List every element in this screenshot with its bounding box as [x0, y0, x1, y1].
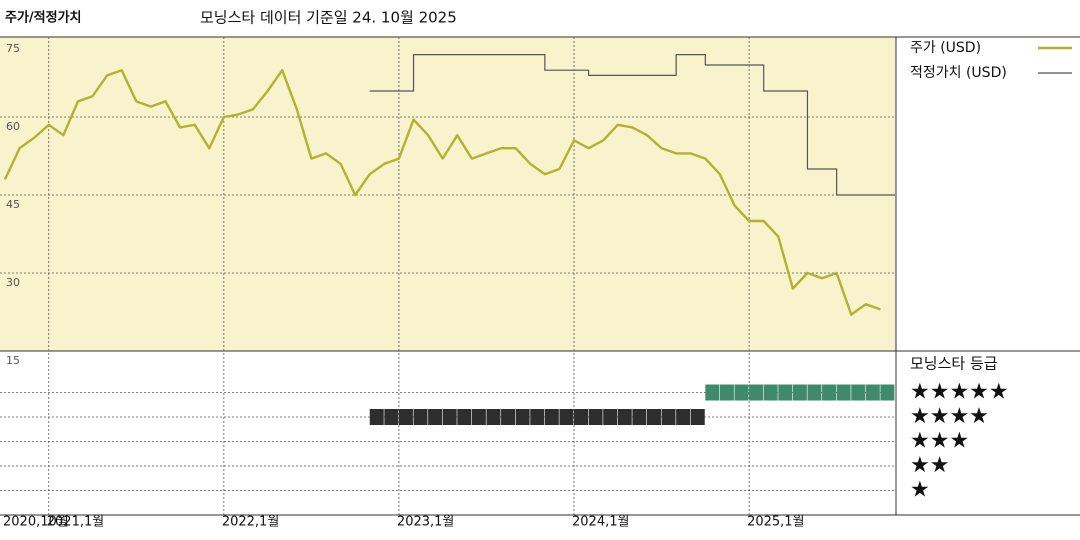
rating-bar — [807, 384, 822, 401]
rating-legend: ★★ — [910, 453, 949, 478]
x-tick-label: 2024,1월 — [572, 515, 629, 530]
rating-bar — [880, 384, 895, 401]
rating-bar — [763, 384, 778, 401]
rating-title: 모닝스타 등급 — [910, 355, 998, 373]
x-tick-label: 2023,1월 — [397, 515, 454, 530]
x-tick-label: 2022,1월 — [222, 515, 279, 530]
x-tick-label: 2020,10월 — [3, 515, 69, 530]
rating-bar — [530, 409, 545, 425]
series-line — [3, 69, 881, 316]
y-tick-label: 30 — [6, 276, 20, 289]
rating-bar — [588, 409, 603, 425]
rating-bar — [398, 409, 413, 425]
rating-bar — [646, 409, 661, 425]
rating-bar — [428, 409, 443, 425]
rating-bar — [778, 384, 793, 401]
rating-bar — [822, 384, 837, 401]
rating-bar — [369, 409, 384, 425]
rating-bar — [574, 409, 589, 425]
rating-legend: ★★★ — [910, 429, 969, 454]
x-tick-label: 2025,1월 — [747, 515, 804, 530]
rating-bar — [384, 409, 399, 425]
rating-bar — [836, 384, 851, 401]
rating-bar — [457, 409, 472, 425]
chart-title: 주가/적정가치 — [5, 10, 82, 26]
rating-bar — [515, 409, 530, 425]
rating-bar — [544, 409, 559, 425]
rating-bar — [690, 409, 705, 425]
rating-bar — [734, 384, 749, 401]
series-line — [369, 54, 895, 196]
y-tick-label: 60 — [6, 120, 20, 133]
rating-bar — [792, 384, 807, 401]
rating-legend: ★ — [910, 478, 930, 503]
rating-bar — [413, 409, 428, 425]
chart-subtitle: 모닝스타 데이터 기준일 24. 10월 2025 — [200, 9, 457, 27]
y-tick-label: 15 — [6, 354, 20, 367]
rating-bar — [865, 384, 880, 401]
x-tick-label: 2021,1월 — [47, 515, 104, 530]
legend-label: 주가 (USD) — [910, 40, 981, 56]
rating-bar — [617, 409, 632, 425]
price-panel — [0, 37, 896, 351]
y-tick-label: 75 — [6, 42, 20, 55]
y-tick-label: 45 — [6, 198, 20, 211]
rating-legend: ★★★★★ — [910, 380, 1009, 405]
rating-bar — [442, 409, 457, 425]
rating-bar — [676, 409, 691, 425]
rating-bar — [661, 409, 676, 425]
legend-label: 적정가치 (USD) — [910, 65, 1007, 81]
rating-bar — [719, 384, 734, 401]
rating-bar — [501, 409, 516, 425]
rating-bar — [749, 384, 764, 401]
rating-bar — [851, 384, 866, 401]
rating-legend: ★★★★ — [910, 404, 989, 429]
rating-bar — [559, 409, 574, 425]
rating-bar — [705, 384, 720, 401]
rating-bar — [632, 409, 647, 425]
rating-bar — [471, 409, 486, 425]
rating-bar — [486, 409, 501, 425]
rating-bar — [603, 409, 618, 425]
